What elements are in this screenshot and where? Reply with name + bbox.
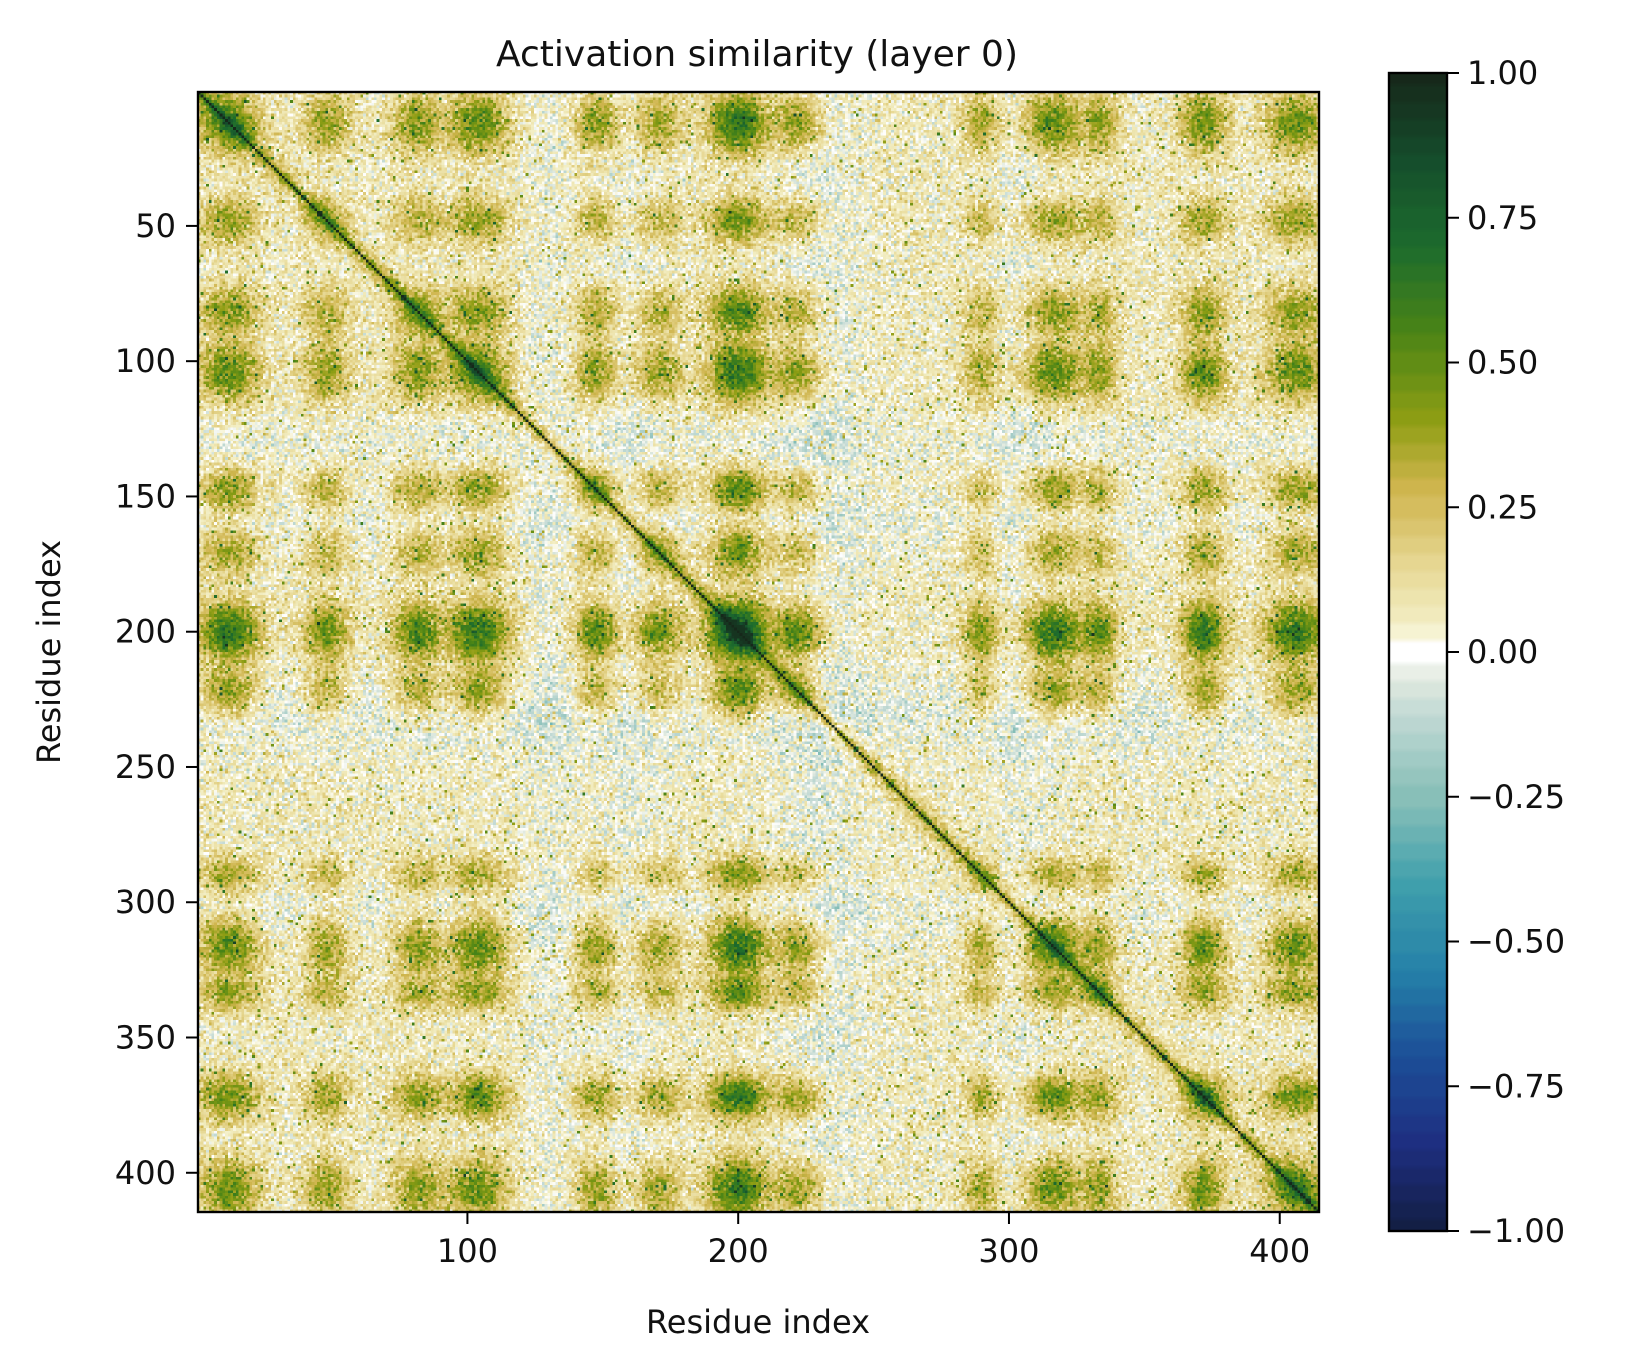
y-tick-label: 50 [135, 207, 176, 245]
y-tick-label: 400 [115, 1154, 176, 1192]
colorbar-gradient [1389, 73, 1447, 1231]
colorbar-ticks: 1.00 0.75 0.50 0.25 0.00 −0.25 −0.50 −0.75 −1.00 [1447, 54, 1565, 1250]
colorbar: 1.00 0.75 0.50 0.25 0.00 −0.25 −0.50 −0.75 −1.00 [1387, 54, 1565, 1250]
colorbar-tick-label: −0.25 [1467, 778, 1565, 816]
chart-title: Activation similarity (layer 0) [496, 34, 1018, 75]
y-axis-label: Residue index [30, 540, 68, 764]
x-axis-ticks: 100 200 300 400 [437, 1212, 1310, 1270]
y-tick-label: 200 [115, 613, 176, 651]
y-tick-label: 300 [115, 883, 176, 921]
colorbar-tick-label: −0.75 [1467, 1067, 1565, 1105]
colorbar-tick-label: −0.50 [1467, 923, 1565, 961]
colorbar-tick-label: −1.00 [1467, 1212, 1565, 1250]
y-tick-label: 100 [115, 342, 176, 380]
y-tick-label: 350 [115, 1019, 176, 1057]
x-axis-label: Residue index [646, 1303, 870, 1341]
plot-frame [196, 90, 1321, 1214]
x-tick-label: 200 [708, 1232, 769, 1270]
colorbar-tick-label: 0.50 [1467, 344, 1538, 382]
x-tick-label: 300 [978, 1232, 1039, 1270]
x-tick-label: 100 [437, 1232, 498, 1270]
heatmap-cells [198, 92, 1319, 1212]
y-tick-label: 150 [115, 477, 176, 515]
y-axis-ticks: 50 100 150 200 250 300 350 400 [115, 207, 198, 1192]
colorbar-tick-label: 1.00 [1467, 54, 1538, 92]
plot-area [196, 90, 1321, 1214]
colorbar-tick-label: 0.25 [1467, 488, 1538, 526]
colorbar-tick-label: 0.75 [1467, 199, 1538, 237]
x-tick-label: 400 [1249, 1232, 1310, 1270]
colorbar-tick-label: 0.00 [1467, 633, 1538, 671]
y-tick-label: 250 [115, 748, 176, 786]
